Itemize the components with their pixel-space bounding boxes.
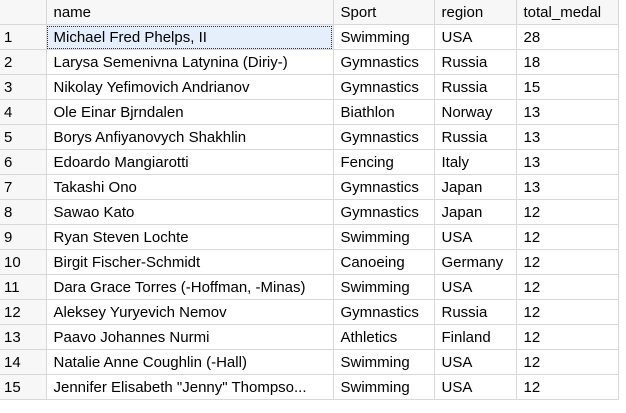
table-row[interactable]: 14 Natalie Anne Coughlin (-Hall) Swimming U… xyxy=(0,349,619,375)
region-cell[interactable]: Germany xyxy=(434,249,517,275)
name-cell[interactable]: Jennifer Elisabeth "Jenny" Thompso... xyxy=(46,374,334,400)
corner-header[interactable] xyxy=(0,0,47,25)
sport-cell[interactable]: Swimming xyxy=(333,274,435,300)
total-medal-cell[interactable]: 12 xyxy=(516,249,619,275)
name-cell[interactable]: Birgit Fischer-Schmidt xyxy=(46,249,334,275)
name-cell[interactable]: Dara Grace Torres (-Hoffman, -Minas) xyxy=(46,274,334,300)
sport-cell[interactable]: Gymnastics xyxy=(333,74,435,100)
name-cell[interactable]: Nikolay Yefimovich Andrianov xyxy=(46,74,334,100)
row-number[interactable]: 1 xyxy=(0,24,47,50)
sport-cell[interactable]: Gymnastics xyxy=(333,49,435,75)
region-cell[interactable]: USA xyxy=(434,24,517,50)
total-medal-cell[interactable]: 28 xyxy=(516,24,619,50)
total-medal-cell[interactable]: 12 xyxy=(516,374,619,400)
sport-cell[interactable]: Swimming xyxy=(333,24,435,50)
table-row[interactable]: 6 Edoardo Mangiarotti Fencing Italy 13 xyxy=(0,149,619,175)
region-cell[interactable]: Russia xyxy=(434,49,517,75)
total-medal-cell[interactable]: 13 xyxy=(516,99,619,125)
sport-cell[interactable]: Gymnastics xyxy=(333,299,435,325)
row-number[interactable]: 8 xyxy=(0,199,47,225)
column-header-region[interactable]: region xyxy=(434,0,517,25)
table-row[interactable]: 13 Paavo Johannes Nurmi Athletics Finland 12 xyxy=(0,324,619,350)
name-cell[interactable]: Borys Anfiyanovych Shakhlin xyxy=(46,124,334,150)
column-header-total-medal[interactable]: total_medal xyxy=(516,0,619,25)
name-cell[interactable]: Aleksey Yuryevich Nemov xyxy=(46,299,334,325)
sport-cell[interactable]: Athletics xyxy=(333,324,435,350)
total-medal-cell[interactable]: 12 xyxy=(516,324,619,350)
region-cell[interactable]: USA xyxy=(434,274,517,300)
name-cell[interactable]: Takashi Ono xyxy=(46,174,334,200)
row-number[interactable]: 14 xyxy=(0,349,47,375)
column-header-sport[interactable]: Sport xyxy=(333,0,435,25)
total-medal-cell[interactable]: 15 xyxy=(516,74,619,100)
total-medal-cell[interactable]: 12 xyxy=(516,224,619,250)
total-medal-cell[interactable]: 12 xyxy=(516,349,619,375)
total-medal-cell[interactable]: 12 xyxy=(516,299,619,325)
table-row[interactable]: 10 Birgit Fischer-Schmidt Canoeing Germany 1… xyxy=(0,249,619,275)
table-row[interactable]: 12 Aleksey Yuryevich Nemov Gymnastics Russi… xyxy=(0,299,619,325)
region-cell[interactable]: Russia xyxy=(434,124,517,150)
table-row[interactable]: 4 Ole Einar Bjrndalen Biathlon Norway 13 xyxy=(0,99,619,125)
sport-cell[interactable]: Fencing xyxy=(333,149,435,175)
row-number[interactable]: 2 xyxy=(0,49,47,75)
row-number[interactable]: 9 xyxy=(0,224,47,250)
sport-cell[interactable]: Biathlon xyxy=(333,99,435,125)
total-medal-cell[interactable]: 12 xyxy=(516,199,619,225)
row-number[interactable]: 3 xyxy=(0,74,47,100)
total-medal-cell[interactable]: 12 xyxy=(516,274,619,300)
region-cell[interactable]: Japan xyxy=(434,174,517,200)
row-number[interactable]: 4 xyxy=(0,99,47,125)
row-number[interactable]: 12 xyxy=(0,299,47,325)
row-number[interactable]: 15 xyxy=(0,374,47,400)
name-cell[interactable]: Edoardo Mangiarotti xyxy=(46,149,334,175)
table-row[interactable]: 3 Nikolay Yefimovich Andrianov Gymnastics R… xyxy=(0,74,619,100)
column-header-name[interactable]: name xyxy=(46,0,334,25)
region-cell[interactable]: USA xyxy=(434,349,517,375)
header-row: name Sport region total_medal xyxy=(0,0,619,25)
total-medal-cell[interactable]: 18 xyxy=(516,49,619,75)
row-number[interactable]: 11 xyxy=(0,274,47,300)
results-table: name Sport region total_medal 1 Michael F… xyxy=(0,0,619,400)
table-row[interactable]: 7 Takashi Ono Gymnastics Japan 13 xyxy=(0,174,619,200)
name-cell[interactable]: Ryan Steven Lochte xyxy=(46,224,334,250)
table-row[interactable]: 8 Sawao Kato Gymnastics Japan 12 xyxy=(0,199,619,225)
total-medal-cell[interactable]: 13 xyxy=(516,124,619,150)
region-cell[interactable]: Finland xyxy=(434,324,517,350)
region-cell[interactable]: Russia xyxy=(434,299,517,325)
region-cell[interactable]: Italy xyxy=(434,149,517,175)
table-row[interactable]: 5 Borys Anfiyanovych Shakhlin Gymnastics Ru… xyxy=(0,124,619,150)
total-medal-cell[interactable]: 13 xyxy=(516,149,619,175)
region-cell[interactable]: USA xyxy=(434,374,517,400)
name-cell[interactable]: Ole Einar Bjrndalen xyxy=(46,99,334,125)
sport-cell[interactable]: Canoeing xyxy=(333,249,435,275)
sport-cell[interactable]: Swimming xyxy=(333,349,435,375)
sport-cell[interactable]: Gymnastics xyxy=(333,199,435,225)
sport-cell[interactable]: Swimming xyxy=(333,374,435,400)
row-number[interactable]: 13 xyxy=(0,324,47,350)
region-cell[interactable]: Japan xyxy=(434,199,517,225)
row-number[interactable]: 6 xyxy=(0,149,47,175)
name-cell[interactable]: Larysa Semenivna Latynina (Diriy-) xyxy=(46,49,334,75)
table-row[interactable]: 2 Larysa Semenivna Latynina (Diriy-) Gymna… xyxy=(0,49,619,75)
name-cell[interactable]: Natalie Anne Coughlin (-Hall) xyxy=(46,349,334,375)
region-cell[interactable]: USA xyxy=(434,224,517,250)
sport-cell[interactable]: Gymnastics xyxy=(333,174,435,200)
name-cell[interactable]: Sawao Kato xyxy=(46,199,334,225)
sport-cell[interactable]: Swimming xyxy=(333,224,435,250)
table-row[interactable]: 11 Dara Grace Torres (-Hoffman, -Minas) Sw… xyxy=(0,274,619,300)
name-cell[interactable]: Michael Fred Phelps, II xyxy=(46,24,334,50)
region-cell[interactable]: Norway xyxy=(434,99,517,125)
region-cell[interactable]: Russia xyxy=(434,74,517,100)
table-row[interactable]: 15 Jennifer Elisabeth "Jenny" Thompso... S… xyxy=(0,374,619,400)
total-medal-cell[interactable]: 13 xyxy=(516,174,619,200)
table-row[interactable]: 1 Michael Fred Phelps, II Swimming USA 28 xyxy=(0,24,619,50)
row-number[interactable]: 7 xyxy=(0,174,47,200)
row-number[interactable]: 10 xyxy=(0,249,47,275)
name-cell[interactable]: Paavo Johannes Nurmi xyxy=(46,324,334,350)
row-number[interactable]: 5 xyxy=(0,124,47,150)
table-row[interactable]: 9 Ryan Steven Lochte Swimming USA 12 xyxy=(0,224,619,250)
sport-cell[interactable]: Gymnastics xyxy=(333,124,435,150)
